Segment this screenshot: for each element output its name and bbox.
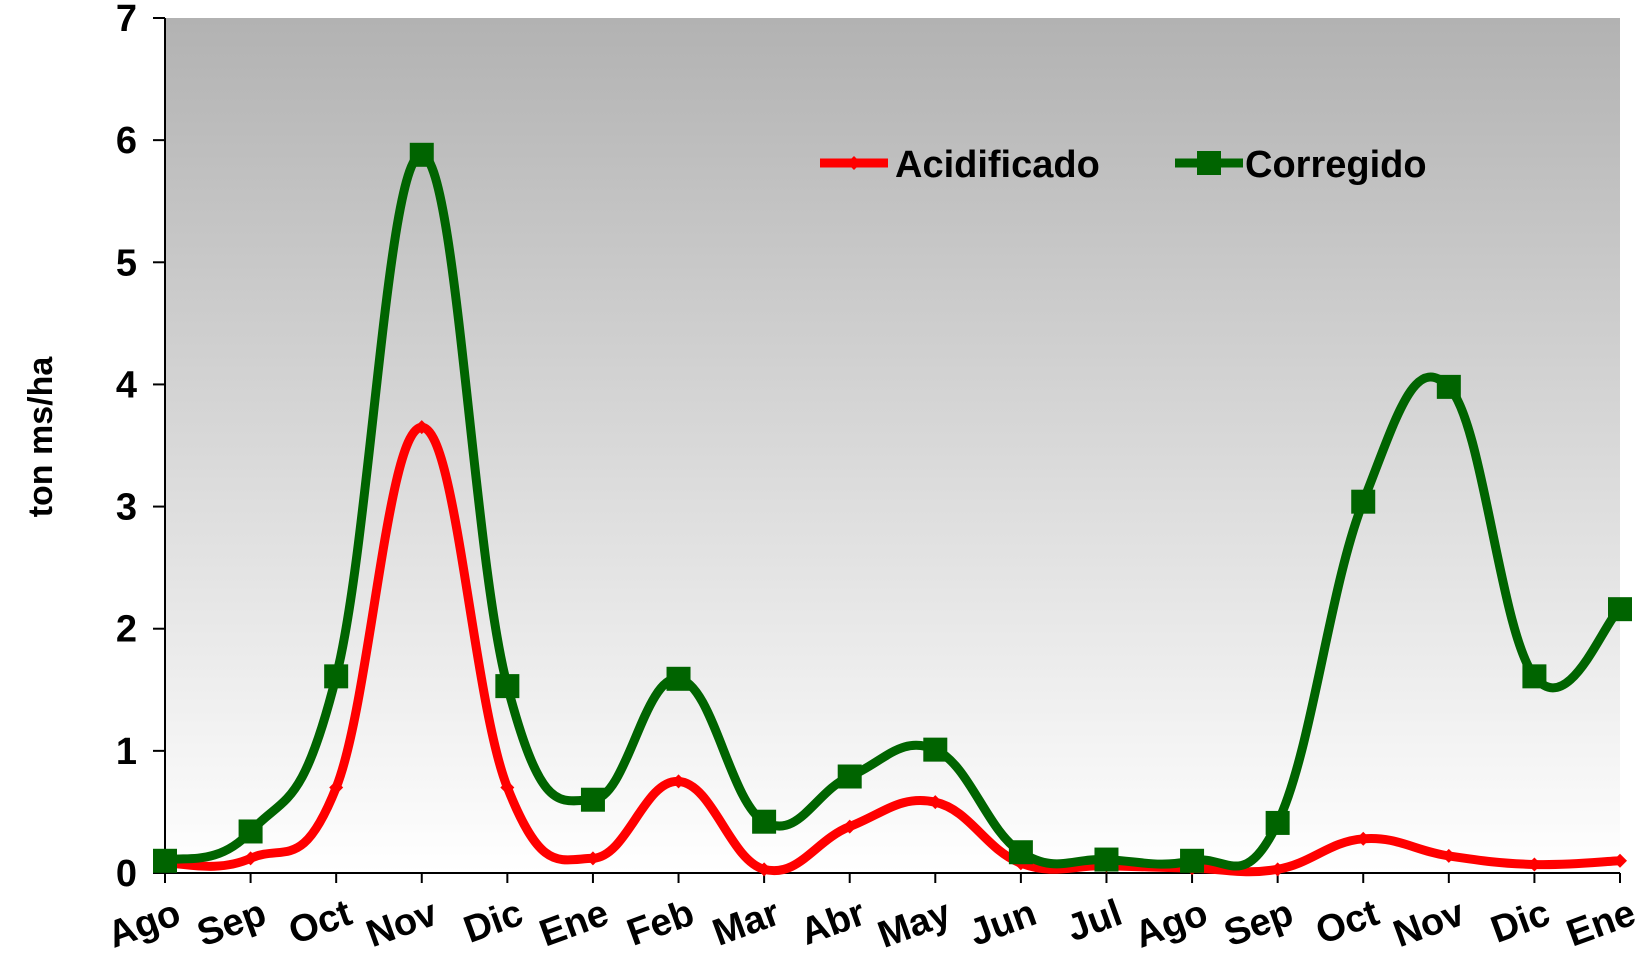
data-point-acidificado: [500, 780, 515, 795]
y-tick-label: 6: [116, 120, 137, 162]
data-point-acidificado: [671, 774, 686, 789]
y-tick-label: 7: [116, 0, 137, 40]
data-point-corregido: [1094, 847, 1119, 872]
data-point-corregido: [1522, 664, 1547, 689]
data-point-corregido: [837, 764, 862, 789]
series-lines: [153, 142, 1632, 877]
data-point-corregido: [495, 674, 520, 699]
data-point-acidificado: [585, 851, 600, 866]
legend-item-acidificado: Acidificado: [820, 144, 1100, 186]
data-point-acidificado: [1356, 831, 1371, 846]
data-point-acidificado: [1270, 862, 1285, 877]
data-point-corregido: [752, 809, 777, 834]
data-point-acidificado: [243, 851, 258, 866]
data-point-acidificado: [1527, 857, 1542, 872]
data-point-corregido: [923, 737, 948, 762]
y-axis-label: ton ms/ha: [22, 356, 60, 518]
data-point-corregido: [1608, 597, 1632, 622]
x-tick-label: Oct: [283, 892, 357, 953]
x-tick-label: Oct: [1310, 892, 1384, 953]
y-tick-label: 0: [116, 853, 137, 895]
y-tick-label: 4: [116, 364, 137, 406]
data-point-corregido: [238, 819, 263, 844]
x-tick-label: Mar: [707, 892, 785, 955]
y-tick-labels: 0 1 2 3 4 5 6 7: [116, 0, 137, 895]
legend: Acidificado Corregido: [820, 144, 1427, 186]
legend-label: Corregido: [1245, 144, 1427, 186]
axes: [153, 17, 1621, 883]
x-tick-label: May: [873, 892, 957, 956]
data-point-corregido: [1351, 489, 1376, 514]
x-tick-label: Sep: [192, 892, 272, 955]
x-tick-label: Ene: [1561, 892, 1641, 955]
y-tick-label: 1: [116, 731, 137, 773]
x-tick-label: Nov: [1388, 892, 1470, 956]
data-point-corregido: [409, 142, 434, 167]
data-point-acidificado: [757, 862, 772, 877]
data-point-corregido: [1265, 810, 1290, 835]
x-tick-label: Ago: [102, 892, 186, 956]
x-tick-label: Nov: [361, 892, 443, 956]
data-point-acidificado: [842, 819, 857, 834]
data-point-corregido: [666, 666, 691, 691]
series-corregido: [153, 142, 1632, 873]
x-tick-label: Ene: [534, 892, 614, 955]
x-tick-labels: Ago Sep Oct Nov Dic Ene Feb Mar Abr May Jun Jul Ago S…: [102, 892, 1641, 956]
y-tick-label: 5: [116, 242, 137, 284]
legend-marker: [847, 156, 861, 170]
x-tick-label: Dic: [1486, 892, 1556, 952]
data-point-acidificado: [414, 420, 429, 435]
y-tick-label: 3: [116, 487, 137, 529]
y-tick-label: 2: [116, 609, 137, 651]
data-point-corregido: [153, 848, 177, 873]
data-point-acidificado: [329, 780, 344, 795]
data-point-acidificado: [1441, 848, 1456, 863]
data-point-corregido: [1180, 848, 1205, 873]
data-point-acidificado: [1613, 853, 1627, 868]
x-tick-label: Ago: [1129, 892, 1213, 956]
x-tick-label: Jul: [1062, 892, 1128, 950]
data-point-acidificado: [928, 795, 943, 810]
data-point-corregido: [1436, 374, 1461, 399]
x-tick-label: Jun: [964, 892, 1042, 955]
x-tick-label: Dic: [458, 892, 528, 952]
x-tick-label: Feb: [622, 892, 700, 955]
x-tick-label: Abr: [795, 892, 871, 954]
legend-item-corregido: Corregido: [1175, 144, 1427, 186]
x-tick-label: Sep: [1219, 892, 1299, 955]
legend-marker: [1197, 151, 1221, 175]
legend-label: Acidificado: [895, 144, 1100, 186]
data-point-corregido: [1008, 840, 1033, 865]
data-point-corregido: [580, 787, 605, 812]
series-line-acidificado: [160, 422, 1625, 877]
data-point-corregido: [324, 664, 349, 689]
